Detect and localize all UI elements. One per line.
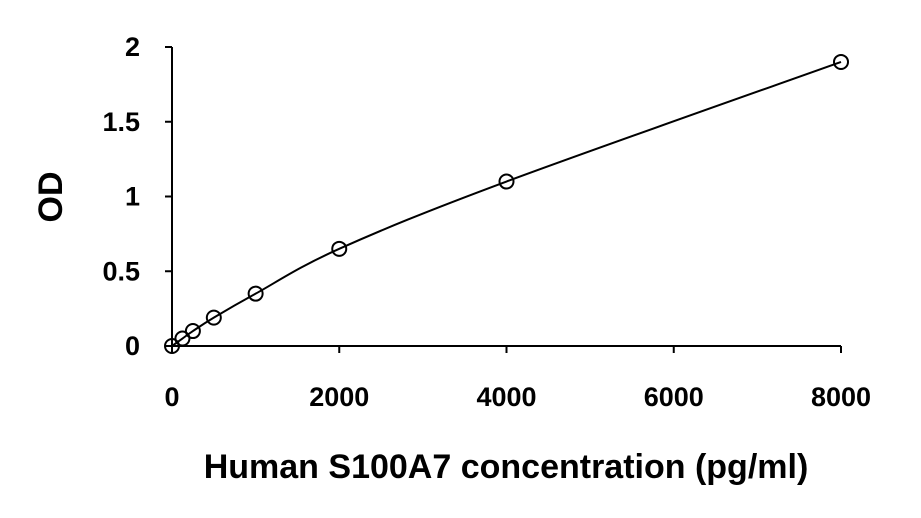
y-tick-label: 0 <box>125 331 140 361</box>
data-points <box>164 53 849 354</box>
x-tick-label: 8000 <box>811 382 871 412</box>
x-tick-label: 4000 <box>476 382 536 412</box>
y-tick-label: 1 <box>125 182 140 212</box>
data-point <box>247 285 264 302</box>
data-point <box>174 330 191 347</box>
data-point <box>184 323 201 340</box>
data-point <box>833 53 849 70</box>
x-axis-title: Human S100A7 concentration (pg/ml) <box>204 448 809 486</box>
data-point <box>164 338 180 354</box>
y-tick-label: 0.5 <box>102 256 140 286</box>
y-tick-label: 2 <box>125 32 140 62</box>
fit-curve <box>171 61 842 347</box>
y-ticks: 0 0.5 1 1.5 2 <box>102 32 172 361</box>
x-tick-label: 6000 <box>644 382 704 412</box>
x-tick-label: 0 <box>164 382 179 412</box>
data-point <box>498 173 515 190</box>
y-tick-label: 1.5 <box>102 107 140 137</box>
data-point <box>331 240 348 257</box>
x-tick-label: 2000 <box>309 382 369 412</box>
data-point <box>205 309 222 326</box>
y-axis-title: OD <box>32 172 70 223</box>
axes: 0 0.5 1 1.5 2 0 2000 4000 6000 8000 <box>102 32 871 412</box>
x-ticks: 0 2000 4000 6000 8000 <box>164 346 871 412</box>
